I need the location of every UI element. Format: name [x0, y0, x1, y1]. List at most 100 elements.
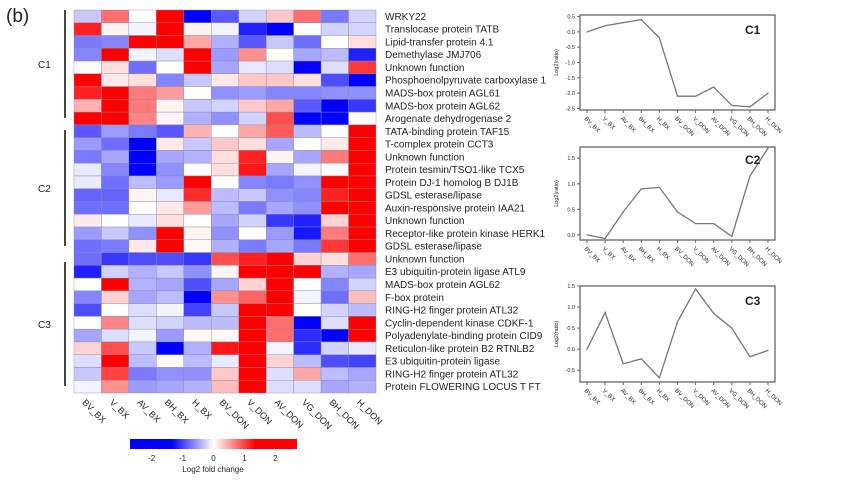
heatmap-cell — [238, 201, 267, 215]
heatmap-cell — [128, 111, 157, 126]
data-point — [713, 312, 715, 314]
y-axis-label: Log2(ratio) — [554, 321, 560, 348]
heatmap-cell — [265, 86, 294, 100]
gene-label: Demethylase JMJ706 — [385, 50, 482, 61]
data-point — [676, 321, 679, 323]
heatmap-cell — [73, 48, 102, 62]
data-point — [622, 363, 624, 365]
heatmap-cell — [211, 99, 239, 113]
x-tick-label: H_BX — [655, 388, 670, 403]
column-label: AV_BX — [135, 397, 162, 424]
heatmap-cell — [183, 188, 212, 202]
gene-label: F-box protein — [385, 293, 444, 304]
heatmap: WRKY22 Translocase protein TATBLipid-tran… — [38, 9, 547, 474]
heatmap-cell — [183, 303, 212, 317]
heatmap-cell — [265, 48, 294, 62]
heatmap-cell — [183, 341, 212, 355]
heatmap-cell — [265, 252, 294, 266]
heatmap-cell — [128, 265, 157, 279]
heatmap-cell — [128, 316, 157, 330]
heatmap-cell — [156, 73, 185, 87]
data-point — [586, 31, 588, 33]
heatmap-cell — [211, 201, 239, 215]
heatmap-cell — [183, 252, 212, 266]
gene-label: E3 ubiquitin-protein ligase — [385, 357, 501, 368]
series-line — [586, 287, 769, 380]
heatmap-cell — [73, 265, 102, 279]
heatmap-cell — [320, 290, 349, 304]
x-tick-label: V_BX — [601, 246, 616, 261]
heatmap-cell — [348, 150, 377, 164]
heatmap-cell — [183, 226, 212, 241]
heatmap-cell — [128, 239, 157, 253]
heatmap-cell — [265, 99, 294, 113]
heatmap-cell — [128, 150, 157, 164]
heatmap-cell — [156, 99, 185, 113]
heatmap-cell — [238, 162, 267, 177]
heatmap-cell — [156, 354, 185, 368]
heatmap-cell — [348, 99, 377, 113]
heatmap-cell — [293, 111, 322, 126]
gene-label: Unknown function — [385, 152, 465, 163]
heatmap-cell — [348, 111, 377, 126]
heatmap-cell — [183, 290, 212, 304]
heatmap-cell — [211, 341, 239, 355]
heatmap-cell — [320, 354, 349, 368]
heatmap-cell — [211, 303, 239, 317]
heatmap-cell — [293, 201, 322, 215]
data-point — [676, 95, 679, 97]
data-point — [695, 95, 697, 97]
heatmap-cell — [156, 150, 185, 164]
heatmap-cell — [211, 277, 239, 292]
heatmap-cell — [238, 60, 267, 75]
heatmap-cell — [156, 111, 185, 126]
heatmap-cell — [128, 214, 157, 228]
heatmap-cell — [320, 35, 349, 49]
gene-label: Protein DJ-1 homolog B DJ1B — [385, 178, 519, 189]
heatmap-cell — [73, 22, 102, 36]
heatmap-cell — [156, 367, 185, 381]
heatmap-cell — [348, 137, 377, 151]
heatmap-cell — [238, 226, 267, 241]
heatmap-cell — [265, 341, 294, 355]
heatmap-cell — [128, 201, 157, 215]
heatmap-cell — [73, 162, 102, 177]
x-tick-label: H_BX — [655, 246, 670, 261]
data-point — [731, 327, 733, 329]
y-tick-label: -0.5 — [566, 368, 575, 374]
heatmap-cell — [238, 367, 267, 381]
heatmap-cell — [183, 380, 212, 394]
gene-label: Receptor-like protein kinase HERK1 — [385, 229, 546, 240]
heatmap-cell — [293, 137, 322, 151]
heatmap-cell — [293, 303, 322, 317]
x-tick-label: AV_BX — [619, 388, 637, 406]
heatmap-cell — [265, 367, 294, 381]
heatmap-cell — [320, 316, 349, 330]
heatmap-cell — [320, 226, 349, 241]
heatmap-cell — [238, 73, 267, 87]
heatmap-cell — [348, 214, 377, 228]
heatmap-cell — [101, 86, 130, 100]
data-point — [713, 223, 715, 225]
heatmap-cell — [238, 86, 267, 100]
heatmap-cell — [183, 150, 212, 164]
heatmap-cell — [183, 316, 212, 330]
heatmap-cell — [128, 226, 157, 241]
heatmap-cell — [238, 380, 267, 394]
heatmap-cell — [348, 303, 377, 317]
heatmap-cell — [265, 354, 294, 368]
heatmap-cell — [183, 35, 212, 49]
gene-label: Auxin-responsive protein IAA21 — [385, 203, 526, 214]
gene-label: MADS-box protein AGL61 — [385, 88, 500, 99]
heatmap-cell — [211, 124, 239, 138]
heatmap-cell — [348, 162, 377, 177]
heatmap-cell — [101, 162, 130, 177]
colorbar — [130, 439, 297, 449]
y-tick-label: -1.0 — [566, 61, 575, 67]
heatmap-cell — [73, 150, 102, 164]
data-point — [640, 18, 642, 21]
heatmap-cell — [293, 9, 322, 23]
heatmap-cell — [156, 303, 185, 317]
heatmap-cell — [238, 328, 267, 343]
heatmap-cell — [265, 214, 294, 228]
